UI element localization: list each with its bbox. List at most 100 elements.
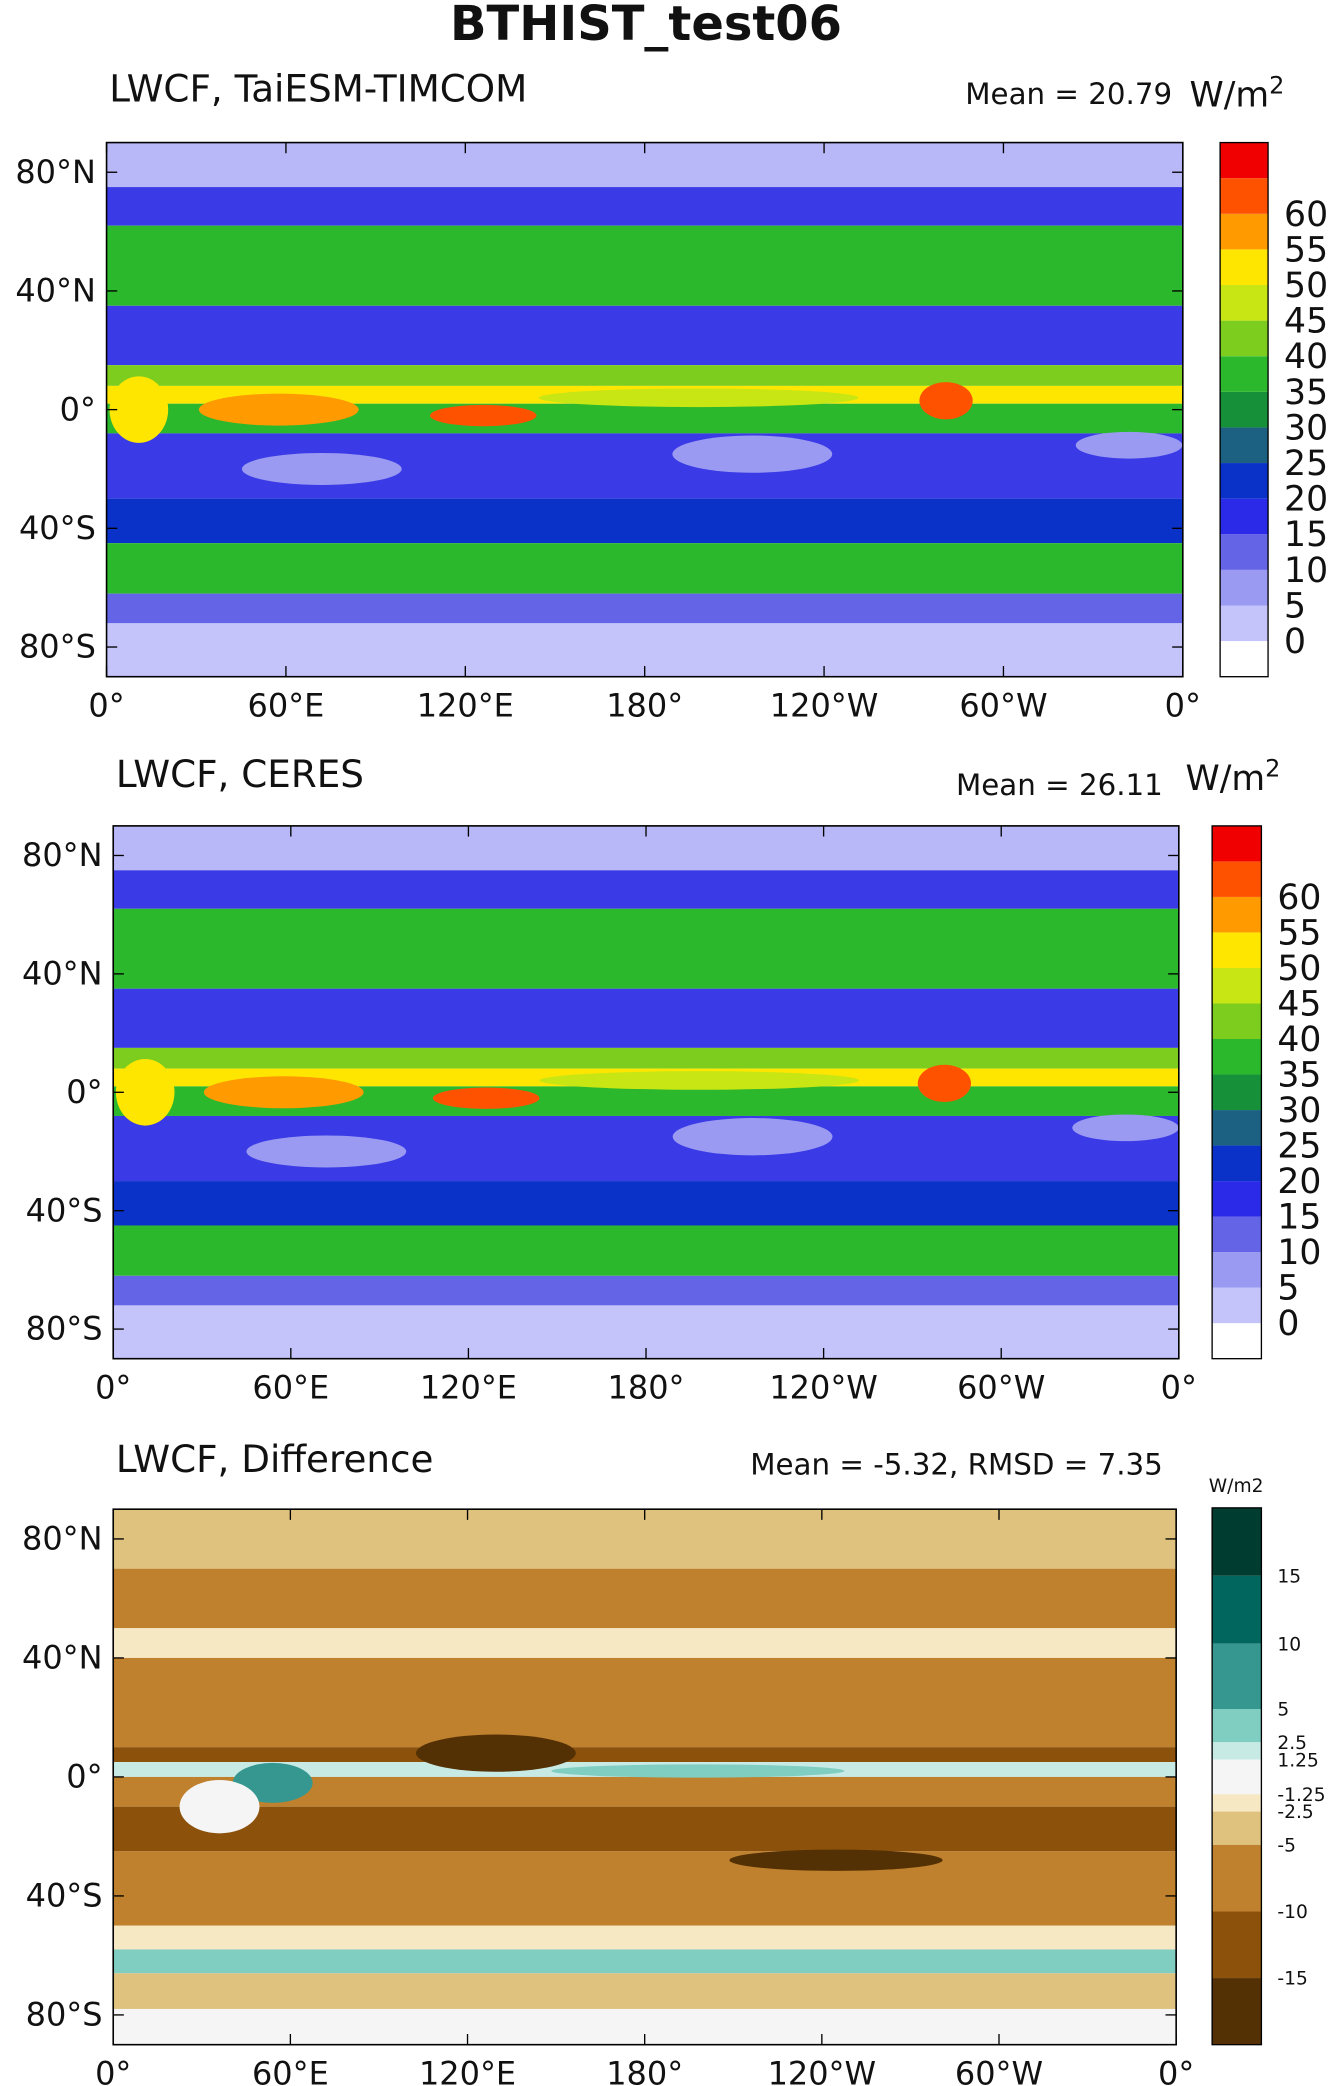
colorbar-box (1220, 641, 1269, 677)
map-field (113, 1509, 1177, 2045)
colorbar-box (1212, 1844, 1262, 1912)
colorbar-label: 1.25 (1277, 1750, 1318, 1771)
colorbar-box (1220, 249, 1269, 286)
colorbar-label: 25 (1284, 444, 1328, 484)
colorbar-box (1212, 1978, 1262, 2045)
field-blob (1075, 431, 1183, 459)
field-band (113, 1275, 1179, 1306)
field-band (106, 187, 1183, 226)
colorbar-label: 55 (1284, 230, 1328, 270)
y-tick-label: 80°N (22, 1520, 103, 1558)
colorbar-label: 20 (1284, 480, 1328, 520)
x-tick-label: 0° (1161, 1369, 1197, 1407)
figure-title: BTHIST_test06 (450, 0, 842, 52)
colorbar-box (1220, 498, 1269, 535)
colorbar-box (1212, 1709, 1262, 1743)
field-blob (672, 435, 833, 473)
colorbar-box (1212, 1181, 1262, 1217)
colorbar-label: 40 (1277, 1020, 1321, 1060)
field-band (106, 365, 1183, 386)
field-blob (729, 1849, 943, 1871)
colorbar-label: -2.5 (1277, 1802, 1313, 1823)
colorbar-box (1220, 356, 1269, 392)
colorbar-label: 10 (1277, 1233, 1321, 1273)
colorbar-box (1212, 861, 1262, 897)
x-tick-label: 60°E (248, 687, 325, 725)
field-band (113, 1747, 1177, 1763)
colorbar-label: 25 (1277, 1127, 1321, 1167)
panel-stats: Mean = -5.32, RMSD = 7.35 (750, 1448, 1163, 1482)
y-tick-label: 40°S (19, 509, 96, 547)
x-tick-label: 180° (606, 2055, 683, 2086)
colorbar-box (1220, 605, 1269, 642)
colorbar-box (1212, 1145, 1262, 1182)
y-tick-label: 40°S (26, 1191, 103, 1229)
colorbar-label: -5 (1277, 1836, 1296, 1857)
x-tick-label: 120°E (417, 687, 514, 725)
field-band (113, 1949, 1177, 1974)
field-blob (115, 1058, 175, 1126)
field-band (113, 908, 1179, 989)
panel-title: LWCF, Difference (116, 1437, 434, 1481)
colorbar-box (1220, 285, 1269, 321)
field-blob (429, 404, 537, 427)
y-tick-label: 80°S (26, 1996, 103, 2034)
y-tick-label: 0° (66, 1073, 102, 1111)
x-tick-label: 0° (1165, 687, 1201, 725)
colorbar-label: 5 (1284, 586, 1306, 626)
field-blob (538, 388, 859, 408)
panel-title: LWCF, TaiESM-TIMCOM (109, 66, 527, 110)
colorbar-box (1212, 1742, 1262, 1760)
colorbar-label: 2.5 (1277, 1733, 1307, 1754)
colorbar-box (1220, 391, 1269, 428)
colorbar-label: -1.25 (1277, 1785, 1325, 1806)
x-tick-label: 0° (95, 1369, 131, 1407)
colorbar-label: 60 (1284, 195, 1328, 235)
field-band (113, 1628, 1177, 1658)
y-tick-label: 80°S (26, 1310, 103, 1348)
field-blob (917, 1064, 972, 1103)
colorbar-label: -10 (1277, 1902, 1307, 1923)
colorbar-label: 45 (1284, 302, 1328, 342)
field-blob (1072, 1114, 1179, 1142)
field-band (106, 305, 1183, 366)
x-tick-label: 120°E (419, 2055, 516, 2086)
colorbar-label: 55 (1277, 913, 1321, 953)
colorbar-label: 15 (1277, 1198, 1321, 1238)
field-blob (919, 382, 973, 420)
x-tick-label: 180° (606, 687, 683, 725)
field-blob (672, 1118, 833, 1156)
x-tick-label: 60°W (955, 2055, 1043, 2086)
x-tick-label: 0° (88, 687, 124, 725)
y-tick-label: 40°N (15, 272, 96, 310)
colorbar-box (1212, 896, 1262, 933)
x-tick-label: 180° (608, 1369, 685, 1407)
x-tick-label: 0° (1158, 2055, 1194, 2086)
x-tick-label: 120°W (768, 2055, 877, 2086)
colorbar-label: 0 (1284, 622, 1306, 662)
colorbar-box (1212, 1110, 1262, 1146)
colorbar-box (1220, 463, 1269, 499)
field-band (113, 1851, 1177, 1926)
colorbar-label: 5 (1277, 1700, 1289, 1721)
colorbar-box (1212, 1003, 1262, 1040)
field-band (113, 1806, 1177, 1852)
field-band (106, 498, 1183, 544)
units-exponent: 2 (1265, 755, 1280, 783)
colorbar-box (1212, 1039, 1262, 1075)
field-blob (241, 452, 402, 485)
units: W/m2 (1209, 1476, 1264, 1497)
field-blob (551, 1764, 845, 1778)
field-blob (109, 376, 169, 443)
colorbar-box (1212, 1575, 1262, 1644)
field-band (113, 1925, 1177, 1950)
colorbar-box (1212, 1216, 1262, 1253)
colorbar-label: 15 (1277, 1566, 1301, 1587)
colorbar-box (1212, 1794, 1262, 1812)
colorbar-label: 5 (1277, 1269, 1299, 1309)
field-blob (246, 1135, 407, 1168)
colorbar-box (1212, 1643, 1262, 1709)
units-base: W/m (1189, 76, 1269, 116)
colorbar-label: 10 (1277, 1634, 1301, 1655)
